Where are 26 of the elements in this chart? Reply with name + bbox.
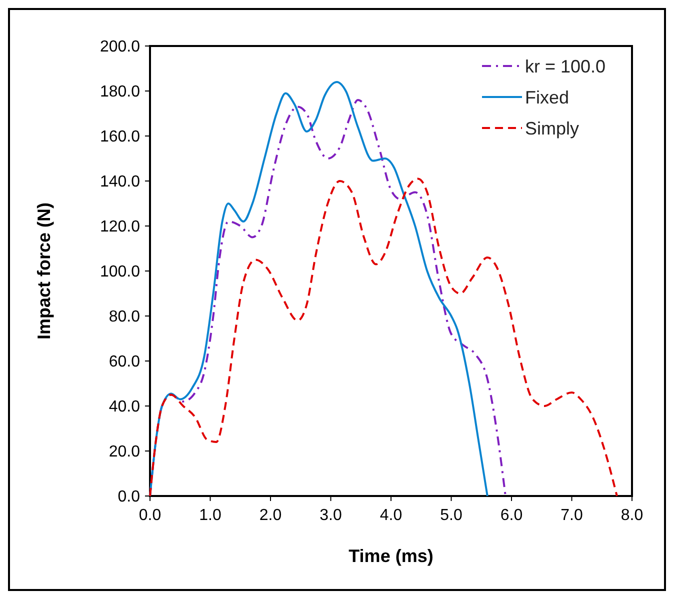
y-tick-label: 100.0 xyxy=(100,264,140,281)
x-tick-label: 3.0 xyxy=(320,507,342,524)
x-tick-label: 2.0 xyxy=(259,507,282,524)
x-tick-label: 5.0 xyxy=(440,507,462,524)
y-tick-label: 140.0 xyxy=(100,174,140,191)
y-tick-label: 60.0 xyxy=(108,354,140,371)
x-tick-label: 6.0 xyxy=(500,507,523,524)
y-tick-label: 20.0 xyxy=(108,444,140,461)
x-tick-label: 0.0 xyxy=(138,507,162,524)
x-tick-label: 8.0 xyxy=(620,507,644,524)
x-tick-label: 1.0 xyxy=(199,507,222,524)
x-tick-label: 4.0 xyxy=(380,507,402,524)
legend-label: kr = 100.0 xyxy=(525,56,606,76)
x-axis-title: Time (ms) xyxy=(348,546,434,566)
y-tick-label: 180.0 xyxy=(100,84,140,101)
y-tick-label: 120.0 xyxy=(100,218,140,236)
x-tick-label: 7.0 xyxy=(560,507,583,524)
y-axis-title: Impact force (N) xyxy=(34,202,54,340)
legend-label: Fixed xyxy=(525,87,570,108)
y-tick-label: 160.0 xyxy=(100,128,140,146)
line-series xyxy=(149,178,618,497)
y-tick-label: 200.0 xyxy=(100,38,140,56)
y-tick-label: 0.0 xyxy=(118,488,140,506)
y-tick-label: 80.0 xyxy=(108,308,140,326)
legend-label: Simply xyxy=(525,118,580,138)
y-tick-label: 40.0 xyxy=(108,398,140,416)
